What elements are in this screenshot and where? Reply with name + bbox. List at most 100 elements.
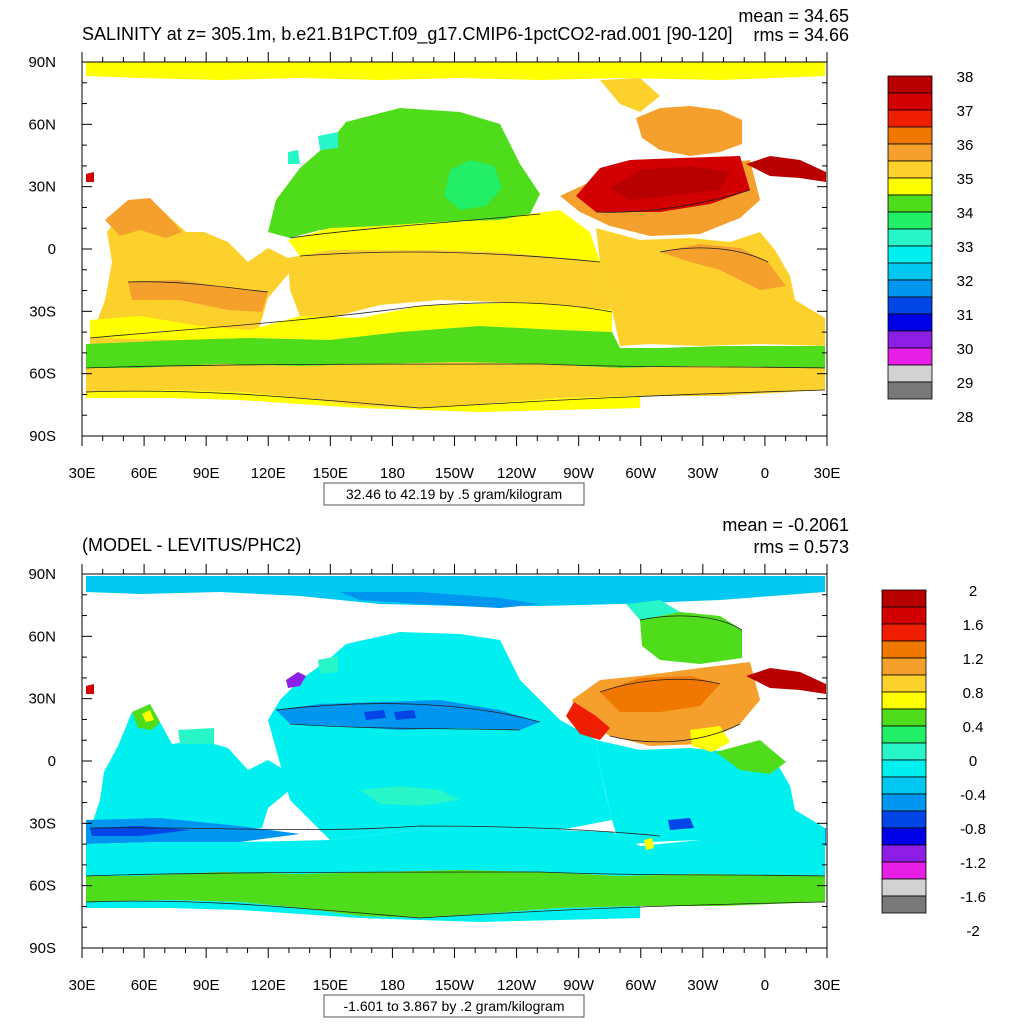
- ocean-region: [86, 172, 94, 182]
- colorbar-label: 0: [969, 753, 977, 770]
- colorbar-swatch: [881, 691, 927, 710]
- ocean-region: [86, 900, 640, 922]
- colorbar-swatch: [887, 381, 933, 400]
- ocean-region: [746, 156, 826, 182]
- ocean-region: [86, 818, 300, 844]
- lat-tick-label: 30S: [29, 303, 56, 320]
- map-area: [85, 576, 826, 922]
- lon-tick-label: 120E: [251, 465, 286, 482]
- ocean-region: [288, 150, 300, 164]
- lon-tick-label: 30E: [69, 977, 96, 994]
- colorbar-label: -1.6: [960, 889, 986, 906]
- mean-label: mean = -0.2061: [722, 515, 849, 535]
- ocean-region: [90, 826, 190, 836]
- colorbar: 38 37 36 35 34 33 32 31 30 29 28: [887, 69, 974, 426]
- colorbar-swatch: [881, 606, 927, 625]
- colorbar-label: 28: [957, 409, 974, 426]
- colorbar-swatch: [887, 75, 933, 94]
- lon-tick-label: 150W: [435, 977, 475, 994]
- lon-tick-label: 0: [761, 977, 769, 994]
- axis-ticks: [81, 564, 828, 958]
- lon-tick-label: 30E: [814, 977, 841, 994]
- colorbar-label: -0.8: [960, 821, 986, 838]
- colorbar-swatch: [887, 160, 933, 179]
- colorbar-label: 35: [957, 171, 974, 188]
- colorbar-swatch: [881, 725, 927, 744]
- lon-tick-label: 60E: [131, 977, 158, 994]
- colorbar-swatch: [887, 262, 933, 281]
- ocean-region: [86, 684, 94, 694]
- ocean-region: [86, 362, 825, 408]
- colorbar-label: 0.8: [963, 685, 984, 702]
- lon-tick-label: 120W: [497, 977, 537, 994]
- ocean-region: [644, 838, 654, 850]
- lat-tick-label: 30N: [28, 179, 56, 196]
- lat-tick-label: 90S: [29, 428, 56, 445]
- colorbar-swatch: [881, 878, 927, 897]
- info-box: [323, 994, 585, 1018]
- lon-tick-label: 0: [761, 465, 769, 482]
- ocean-region: [288, 210, 600, 262]
- lon-tick-label: 60W: [625, 465, 657, 482]
- colorbar-swatch: [887, 330, 933, 349]
- ocean-region: [340, 592, 540, 608]
- colorbar-swatch: [887, 194, 933, 213]
- ocean-region: [364, 710, 416, 720]
- lon-tick-label: 180: [380, 977, 405, 994]
- lon-tick-label: 30W: [687, 465, 719, 482]
- colorbar-swatch: [887, 109, 933, 128]
- colorbar-swatch: [887, 92, 933, 111]
- ocean-region: [610, 166, 730, 200]
- ocean-region: [596, 740, 825, 846]
- lon-tick-label: 90E: [193, 977, 220, 994]
- colorbar-label: 36: [957, 137, 974, 154]
- panel-difference: (MODEL - LEVITUS/PHC2) mean = -0.2061 rm…: [28, 515, 986, 1018]
- longitude-labels: 30E 60E 90E 120E 150E 180 150W 120W 90W 60W 30W 0 30…: [69, 465, 841, 482]
- latitude-labels: 90N 60N 30N 0 30S 60S 90S: [28, 566, 56, 957]
- ocean-region: [566, 702, 610, 740]
- info-label: 32.46 to 42.19 by .5 gram/kilogram: [346, 486, 562, 502]
- ocean-region: [86, 576, 825, 606]
- lon-tick-label: 90W: [563, 465, 595, 482]
- lon-tick-label: 30W: [687, 977, 719, 994]
- lon-tick-label: 150E: [313, 465, 348, 482]
- contour-lines: [85, 189, 826, 409]
- ocean-region: [90, 200, 290, 352]
- axis-ticks: [81, 52, 828, 446]
- colorbar-swatch: [881, 861, 927, 880]
- colorbar-swatch: [881, 674, 927, 693]
- ocean-region: [90, 302, 612, 340]
- colorbar-label: -1.2: [960, 855, 986, 872]
- ocean-region: [86, 62, 825, 80]
- ocean-region: [286, 672, 306, 688]
- ocean-region: [318, 132, 338, 150]
- colorbar-swatch: [881, 759, 927, 778]
- ocean-region: [444, 160, 502, 210]
- colorbar-swatch: [881, 623, 927, 642]
- ocean-region: [626, 600, 680, 620]
- colorbar-swatch: [881, 793, 927, 812]
- colorbar-swatch: [881, 589, 927, 608]
- ocean-region: [360, 786, 460, 806]
- colorbar: 2 1.6 1.2 0.8 0.4 0 -0.4 -0.8 -1.2 -1.6 -2: [881, 583, 986, 940]
- ocean-region: [268, 632, 612, 840]
- lon-tick-label: 30E: [69, 465, 96, 482]
- ocean-region: [86, 326, 825, 368]
- ocean-region: [142, 710, 154, 722]
- ocean-region: [288, 250, 612, 318]
- colorbar-label: 30: [957, 341, 974, 358]
- contour-lines: [85, 615, 826, 919]
- map-area: [85, 62, 826, 412]
- ocean-region: [128, 280, 268, 312]
- lon-tick-label: 90W: [563, 977, 595, 994]
- colorbar-swatch: [887, 364, 933, 383]
- colorbar-swatch: [887, 211, 933, 230]
- lat-tick-label: 30S: [29, 815, 56, 832]
- lat-tick-label: 30N: [28, 691, 56, 708]
- ocean-region: [596, 228, 825, 346]
- ocean-region: [86, 826, 825, 876]
- colorbar-swatch: [881, 827, 927, 846]
- ocean-region: [90, 704, 290, 830]
- colorbar-swatch: [881, 844, 927, 863]
